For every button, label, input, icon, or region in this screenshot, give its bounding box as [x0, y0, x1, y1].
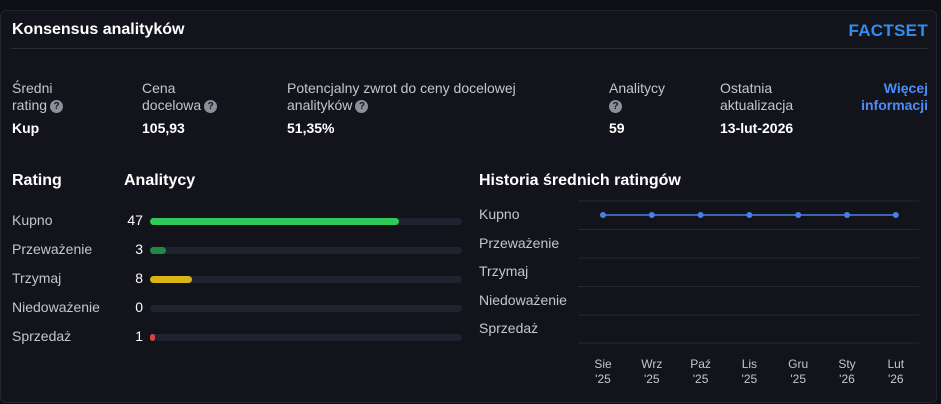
- x-tick-year: '25: [741, 372, 758, 386]
- history-x-tick-label: Gru '25: [783, 357, 813, 387]
- metric-potential-return: Potencjalny zwrot do ceny docelowej anal…: [287, 80, 516, 136]
- x-tick-month: Gru: [788, 357, 809, 371]
- metric-last-update: Ostatnia aktualizacja 13-lut-2026: [720, 80, 793, 136]
- history-x-tick-label: Lut '26: [881, 357, 911, 387]
- metric-label: Cena docelowa?: [142, 80, 218, 114]
- history-data-point[interactable]: [600, 212, 606, 218]
- rating-row-count: 47: [127, 212, 143, 228]
- x-tick-month: Lut: [887, 357, 905, 371]
- metric-value: Kup: [12, 120, 40, 136]
- metric-value: 13-lut-2026: [720, 120, 794, 136]
- metric-value: 59: [609, 120, 625, 136]
- metric-label: Potencjalny zwrot do ceny docelowej anal…: [287, 80, 516, 113]
- more-info-link[interactable]: Więcej informacji: [861, 80, 928, 113]
- metric-target-price: Cena docelowa? 105,93: [142, 80, 218, 136]
- rating-row-count: 8: [135, 270, 143, 286]
- help-icon[interactable]: ?: [609, 99, 622, 113]
- history-x-tick-label: Lis '25: [734, 357, 764, 387]
- analysts-header: Analitycy: [124, 172, 196, 189]
- rating-row-label: Kupno: [12, 212, 53, 228]
- history-y-label: Trzymaj: [479, 263, 529, 279]
- history-y-label: Kupno: [479, 206, 520, 222]
- history-data-point[interactable]: [892, 212, 899, 218]
- x-tick-month: Lis: [741, 357, 758, 371]
- x-tick-month: Sty: [838, 357, 856, 371]
- history-x-tick-label: Paź '25: [686, 357, 716, 387]
- history-y-label: Sprzedaż: [479, 320, 539, 336]
- rating-row-label: Przeważenie: [12, 241, 93, 257]
- rating-row-count: 1: [135, 328, 143, 344]
- history-title: Historia średnich ratingów: [479, 172, 681, 189]
- x-tick-year: '25: [643, 372, 660, 386]
- rating-header: Rating: [12, 172, 62, 189]
- history-x-tick-label: Sty '26: [832, 357, 862, 387]
- metric-label: Ostatnia aktualizacja: [720, 80, 794, 113]
- header-divider: [11, 48, 928, 49]
- x-tick-month: Sie: [594, 357, 612, 371]
- rating-bar-track: [150, 334, 462, 341]
- help-icon[interactable]: ?: [355, 99, 369, 113]
- history-data-point[interactable]: [697, 212, 704, 218]
- history-data-point[interactable]: [844, 212, 850, 218]
- history-x-tick-label: Wrz '25: [637, 357, 667, 387]
- x-tick-month: Wrz: [641, 357, 663, 371]
- metric-value: 105,93: [142, 120, 185, 136]
- x-tick-month: Paź: [690, 357, 711, 371]
- rating-bar-track: [150, 276, 462, 283]
- metric-value: 51,35%: [287, 120, 335, 136]
- rating-bar-track: [150, 305, 462, 312]
- rating-bar-fill: [150, 276, 192, 283]
- rating-bar-track: [150, 247, 462, 254]
- x-tick-year: '25: [790, 372, 806, 386]
- history-data-point[interactable]: [795, 212, 802, 218]
- history-x-tick-label: Sie '25: [588, 357, 618, 387]
- help-icon[interactable]: ?: [204, 99, 218, 113]
- x-tick-year: '25: [595, 372, 611, 386]
- rating-row-label: Sprzedaż: [12, 328, 72, 344]
- rating-bar-fill: [150, 334, 155, 341]
- metric-analysts: Analitycy ? 59: [609, 80, 665, 136]
- rating-row-count: 0: [135, 299, 143, 315]
- x-tick-year: '26: [887, 372, 904, 386]
- x-tick-year: '26: [839, 372, 855, 386]
- panel-title: Konsensus analityków: [12, 21, 185, 38]
- factset-logo: FACTSET: [848, 21, 928, 40]
- help-icon[interactable]: ?: [50, 99, 64, 113]
- rating-bar-fill: [150, 247, 166, 254]
- history-chart: [578, 200, 919, 344]
- history-data-point[interactable]: [648, 212, 655, 218]
- history-data-point[interactable]: [746, 212, 753, 218]
- rating-row-count: 3: [135, 241, 143, 257]
- rating-row-label: Trzymaj: [12, 270, 62, 286]
- analyst-consensus-panel: Konsensus analityków FACTSET Średni rati…: [0, 10, 937, 403]
- history-y-label: Niedoważenie: [479, 291, 567, 308]
- rating-row-label: Niedoważenie: [12, 299, 100, 315]
- metric-label: Analitycy ?: [609, 80, 666, 113]
- metric-label: Średni rating?: [12, 80, 64, 114]
- x-tick-year: '25: [692, 372, 709, 386]
- metric-avg-rating: Średni rating? Kup: [12, 80, 64, 136]
- rating-bar-track: [150, 218, 462, 225]
- history-y-label: Przeważenie: [479, 234, 560, 251]
- rating-bar-fill: [150, 218, 399, 225]
